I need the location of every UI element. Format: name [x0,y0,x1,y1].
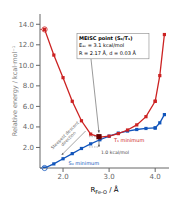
svg-text:8.0: 8.0 [23,82,34,90]
svg-text:Steepest descent: Steepest descent [50,120,80,150]
svg-text:S₀ minimum: S₀ minimum [69,160,100,166]
html-text:RFe-O/ Å: RFe-O/ Å [90,186,119,196]
svg-text:12.0: 12.0 [18,41,34,49]
svg-text:direction: direction [60,130,77,147]
svg-text:14.0: 14.0 [18,21,34,29]
svg-text:6.0: 6.0 [23,103,34,111]
svg-text:T₁ minimum: T₁ minimum [113,137,145,143]
svg-text:4.0: 4.0 [23,123,34,131]
svg-text:2.0: 2.0 [57,173,68,181]
svg-text:3.0: 3.0 [104,173,115,181]
svg-text:2.0: 2.0 [23,144,34,152]
svg-text:4.0: 4.0 [150,173,161,181]
svg-text:1.0 kcal/mol: 1.0 kcal/mol [101,150,129,155]
svg-text:10.0: 10.0 [18,62,34,70]
svg-text:MEISC point (S₀/T₁): MEISC point (S₀/T₁) [79,35,132,42]
svg-text:R = 2.17 Å, d = 0.03 Å: R = 2.17 Å, d = 0.03 Å [79,50,136,56]
svg-text:Eₐᵥ = 3.1 kcal/mol: Eₐᵥ = 3.1 kcal/mol [79,42,124,48]
svg-text:Relative energy / kcal·mol⁻¹: Relative energy / kcal·mol⁻¹ [11,45,19,136]
